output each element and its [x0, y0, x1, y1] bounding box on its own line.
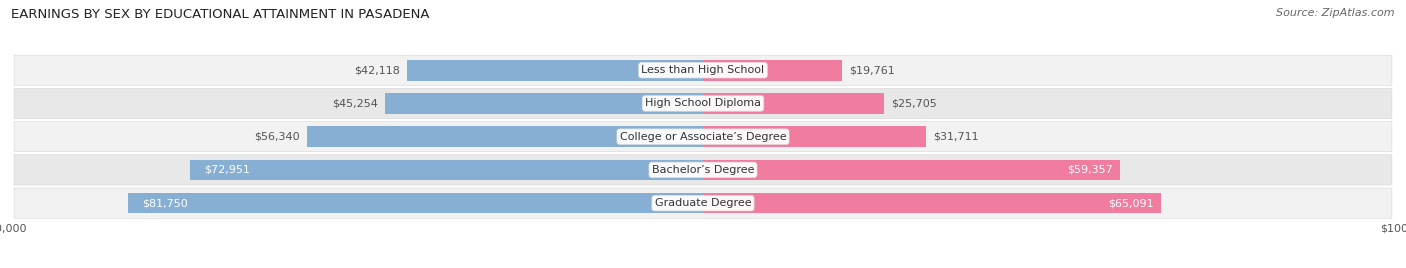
Text: $19,761: $19,761 [849, 65, 894, 75]
Text: Less than High School: Less than High School [641, 65, 765, 75]
Text: Graduate Degree: Graduate Degree [655, 198, 751, 208]
Text: College or Associate’s Degree: College or Associate’s Degree [620, 132, 786, 142]
FancyBboxPatch shape [14, 122, 1392, 152]
Bar [406, 60, 703, 80]
Text: $31,711: $31,711 [934, 132, 979, 142]
Bar [128, 193, 703, 213]
Text: EARNINGS BY SEX BY EDUCATIONAL ATTAINMENT IN PASADENA: EARNINGS BY SEX BY EDUCATIONAL ATTAINMEN… [11, 8, 430, 21]
Bar [307, 126, 703, 147]
Text: $25,705: $25,705 [891, 98, 936, 109]
Text: $59,357: $59,357 [1067, 165, 1114, 175]
Text: $45,254: $45,254 [332, 98, 378, 109]
Text: Bachelor’s Degree: Bachelor’s Degree [652, 165, 754, 175]
Text: $42,118: $42,118 [354, 65, 399, 75]
Bar [703, 160, 1121, 180]
FancyBboxPatch shape [14, 55, 1392, 85]
Text: $72,951: $72,951 [204, 165, 250, 175]
Text: $56,340: $56,340 [254, 132, 299, 142]
Text: $81,750: $81,750 [142, 198, 188, 208]
FancyBboxPatch shape [14, 155, 1392, 185]
Bar [703, 60, 842, 80]
Bar [703, 193, 1160, 213]
Bar [385, 93, 703, 114]
FancyBboxPatch shape [14, 188, 1392, 218]
Bar [190, 160, 703, 180]
Text: $65,091: $65,091 [1108, 198, 1153, 208]
Bar [703, 93, 884, 114]
Text: High School Diploma: High School Diploma [645, 98, 761, 109]
Bar [703, 126, 927, 147]
FancyBboxPatch shape [14, 88, 1392, 118]
Text: Source: ZipAtlas.com: Source: ZipAtlas.com [1277, 8, 1395, 18]
